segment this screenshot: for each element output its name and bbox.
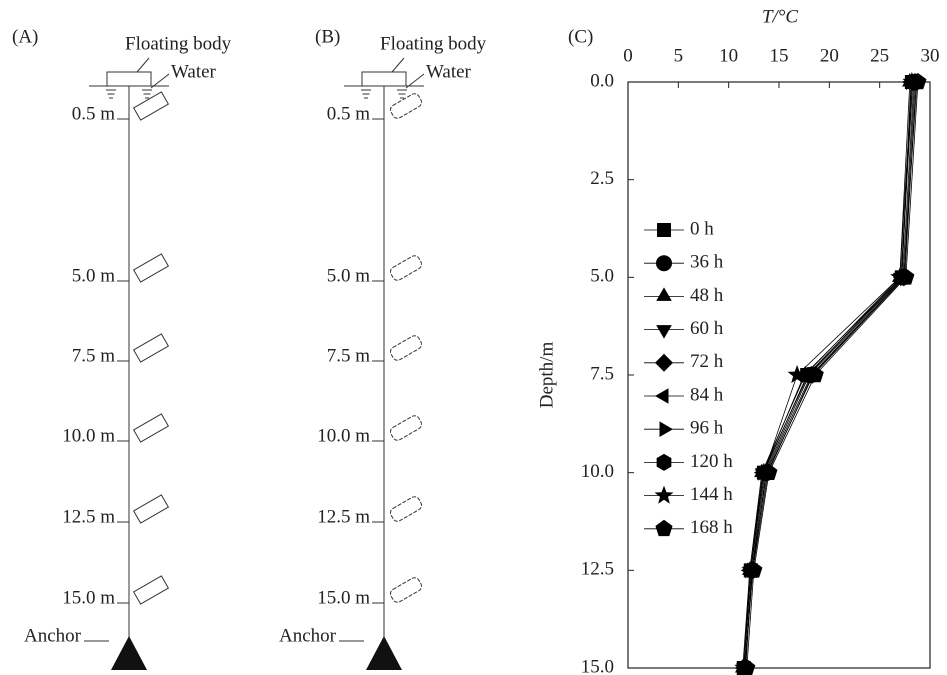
- series-line: [742, 81, 911, 669]
- marker: [656, 287, 672, 301]
- sensor: [132, 494, 170, 524]
- sensor-depth-label: 5.0 m: [327, 265, 371, 286]
- y-tick-label: 15.0: [581, 656, 614, 675]
- y-tick-label: 7.5: [590, 363, 614, 384]
- marker: [656, 325, 672, 339]
- anchor-label: Anchor: [24, 625, 82, 646]
- legend-label: 72 h: [690, 351, 724, 372]
- legend-label: 144 h: [690, 484, 733, 505]
- sensor-depth-label: 10.0 m: [62, 425, 115, 446]
- series-line: [744, 81, 918, 669]
- series-line: [743, 81, 913, 669]
- legend-label: 48 h: [690, 285, 724, 306]
- water-leader: [150, 73, 170, 89]
- sensor: [132, 91, 170, 121]
- x-tick-label: 20: [820, 45, 839, 66]
- series-line: [743, 81, 913, 669]
- float-label: Floating body: [380, 33, 487, 54]
- sensor: [389, 415, 423, 441]
- series-line: [743, 81, 912, 669]
- sensor: [389, 93, 423, 119]
- x-axis-label: T/°C: [762, 6, 798, 27]
- marker: [659, 421, 673, 437]
- marker: [897, 268, 915, 285]
- sensor-depth-label: 5.0 m: [72, 265, 116, 286]
- sensor-depth-label: 7.5 m: [327, 345, 371, 366]
- legend-label: 120 h: [690, 451, 733, 472]
- sensor: [389, 255, 423, 281]
- sensor-depth-label: 7.5 m: [72, 345, 116, 366]
- y-tick-label: 10.0: [581, 461, 614, 482]
- water-label: Water: [426, 61, 472, 82]
- sensor: [132, 333, 170, 363]
- legend-label: 168 h: [690, 517, 733, 538]
- marker: [738, 659, 756, 675]
- sensor: [389, 496, 423, 522]
- sensor-depth-label: 12.5 m: [62, 506, 115, 527]
- x-tick-label: 10: [719, 45, 738, 66]
- sensor-depth-label: 12.5 m: [317, 506, 370, 527]
- marker: [654, 485, 674, 504]
- y-tick-label: 5.0: [590, 266, 614, 287]
- sensor: [132, 575, 170, 605]
- sensor-depth-label: 0.5 m: [72, 103, 116, 124]
- legend-label: 0 h: [690, 218, 714, 239]
- marker: [655, 388, 669, 404]
- legend-label: 36 h: [690, 252, 724, 273]
- marker: [760, 463, 778, 480]
- series-line: [746, 81, 919, 669]
- y-axis-label: Depth/m: [536, 342, 557, 409]
- sensor-depth-label: 15.0 m: [317, 587, 370, 608]
- marker: [909, 73, 927, 90]
- float-leader: [391, 57, 405, 73]
- sensor: [389, 577, 423, 603]
- x-tick-label: 30: [921, 45, 940, 66]
- marker: [787, 365, 807, 384]
- y-tick-label: 12.5: [581, 559, 614, 580]
- float-leader: [136, 57, 150, 73]
- float-label: Floating body: [125, 33, 232, 54]
- panel-label: (B): [315, 26, 340, 47]
- x-tick-label: 15: [770, 45, 789, 66]
- series-line: [743, 81, 914, 669]
- x-tick-label: 25: [870, 45, 889, 66]
- floating-body: [361, 71, 407, 87]
- water-label: Water: [171, 61, 217, 82]
- y-tick-label: 2.5: [590, 168, 614, 189]
- marker: [655, 519, 673, 537]
- sensor-depth-label: 10.0 m: [317, 425, 370, 446]
- legend-label: 84 h: [690, 384, 724, 405]
- floating-body: [106, 71, 152, 87]
- sensor-depth-label: 0.5 m: [327, 103, 371, 124]
- marker: [656, 453, 672, 471]
- y-tick-label: 0.0: [590, 70, 614, 91]
- sensor: [389, 335, 423, 361]
- x-tick-label: 0: [623, 45, 633, 66]
- anchor: [366, 636, 402, 670]
- panel-label: (C): [568, 26, 593, 47]
- marker: [657, 223, 671, 237]
- marker: [745, 561, 763, 578]
- sensor-depth-label: 15.0 m: [62, 587, 115, 608]
- series-line: [744, 81, 915, 669]
- panel-label: (A): [12, 26, 38, 47]
- anchor: [111, 636, 147, 670]
- anchor-label: Anchor: [279, 625, 337, 646]
- series-line: [745, 81, 917, 669]
- legend-label: 96 h: [690, 418, 724, 439]
- marker: [806, 366, 824, 383]
- x-tick-label: 5: [674, 45, 684, 66]
- plot-frame: [627, 81, 931, 669]
- legend-label: 60 h: [690, 318, 724, 339]
- marker: [655, 353, 673, 372]
- sensor: [132, 253, 170, 283]
- series-line: [744, 81, 916, 669]
- marker: [656, 255, 672, 272]
- sensor: [132, 413, 170, 443]
- water-leader: [405, 73, 425, 89]
